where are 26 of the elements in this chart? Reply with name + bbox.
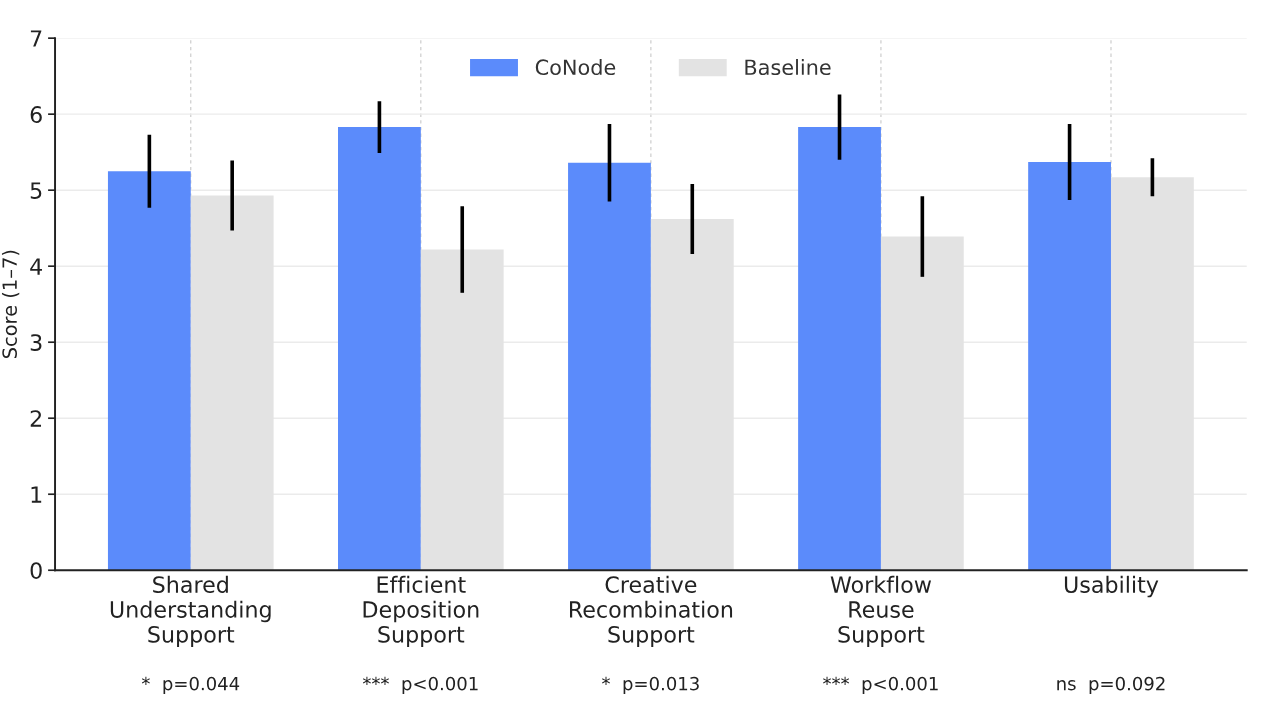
y-tick-label: 1 (31, 486, 42, 503)
y-tick-label: 4 (30, 258, 42, 275)
bar (798, 127, 881, 571)
legend-label: Baseline (745, 59, 831, 76)
text: * p=0.044 (141, 676, 240, 694)
y-tick-label: 6 (30, 106, 42, 123)
x-tick-label: Usability (1064, 575, 1159, 598)
x-tick-label: Efficient Deposition Support (363, 575, 479, 648)
y-axis-title: Score (1–7) (1, 250, 20, 359)
text: *** p<0.001 (823, 676, 938, 694)
legend-label: CoNode (535, 59, 616, 76)
text: * p=0.013 (602, 676, 699, 694)
y-tick-label: 7 (30, 30, 42, 47)
x-tick-label: Workflow Reuse Support (830, 575, 932, 648)
y-tick-label: 0 (30, 562, 42, 579)
text: *** p<0.001 (362, 676, 478, 694)
bar (568, 162, 651, 571)
bar (107, 171, 191, 571)
x-tick-label: Creative Recombination Support (570, 575, 733, 648)
bar (338, 127, 421, 571)
y-tick-label: 2 (30, 410, 42, 427)
y-tick-label: 3 (30, 334, 42, 351)
bar (1028, 162, 1111, 571)
text: ns p=0.092 (1057, 676, 1165, 694)
y-tick-label: 5 (30, 182, 42, 199)
x-tick-label: Shared Understanding Support (110, 575, 271, 648)
